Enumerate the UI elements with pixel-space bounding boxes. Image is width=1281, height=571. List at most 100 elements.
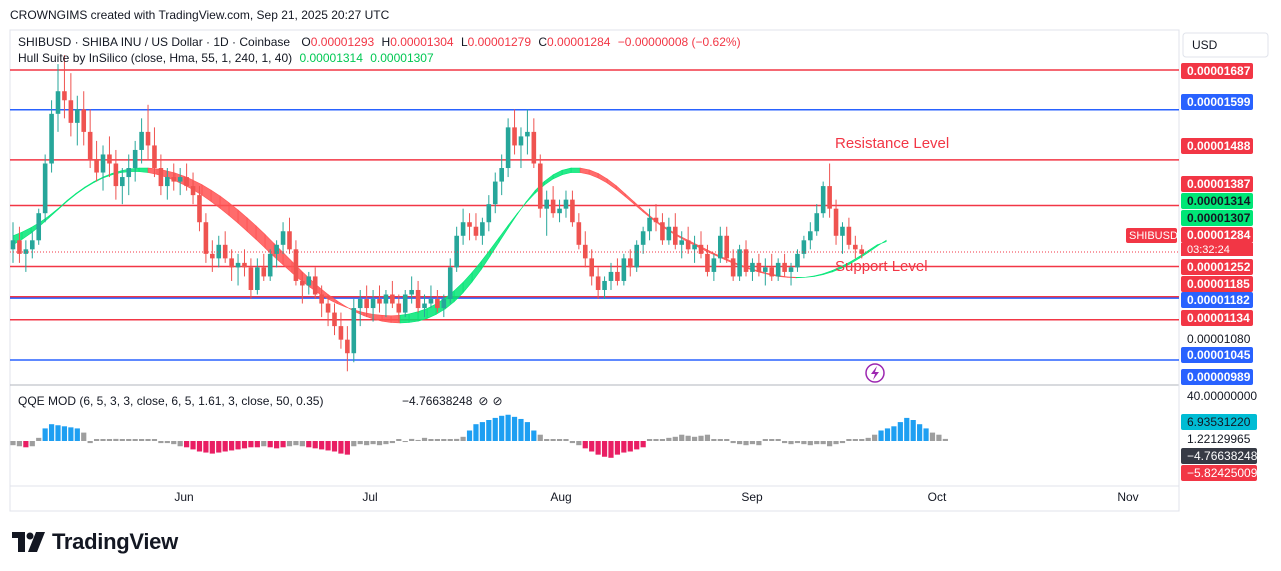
qqe-bar: [782, 441, 788, 444]
price-label: 0.00001387: [1181, 176, 1253, 192]
qqe-bar: [820, 441, 826, 445]
hull-segment: [336, 300, 347, 308]
candle: [293, 240, 299, 286]
support-annotation[interactable]: Support Level: [835, 258, 928, 275]
price-label: 0.00001314: [1181, 193, 1253, 209]
candle: [537, 154, 543, 218]
hull-segment: [48, 208, 59, 219]
qqe-bar: [942, 438, 948, 441]
high-value: 0.00001304: [390, 35, 454, 49]
svg-text:SHIBUSD: SHIBUSD: [1129, 230, 1178, 242]
resistance-annotation[interactable]: Resistance Level: [835, 135, 949, 152]
qqe-bar: [884, 428, 891, 441]
candle: [788, 262, 794, 286]
candle: [737, 244, 742, 281]
svg-text:0.00001599: 0.00001599: [1187, 95, 1251, 109]
qqe-bar: [357, 441, 363, 445]
qqe-bar: [338, 441, 344, 454]
qqe-label: 6.93531220: [1181, 414, 1257, 430]
time-axis[interactable]: Jun Jul Aug Sep Oct Nov: [174, 490, 1138, 504]
currency-button[interactable]: [1182, 32, 1269, 58]
qqe-bar: [344, 441, 350, 455]
candle: [248, 258, 254, 300]
hull-segment: [255, 225, 266, 249]
hull-segment: [525, 189, 536, 204]
tradingview-logo[interactable]: TradingView: [12, 528, 178, 556]
qqe-bar: [177, 441, 183, 447]
candle: [415, 280, 421, 313]
low-label: L: [461, 35, 468, 49]
qqe-bar: [428, 439, 434, 441]
time-label-jun: Jun: [174, 490, 193, 504]
candle: [827, 163, 832, 218]
candle: [576, 213, 582, 250]
hull-segment: [147, 167, 158, 175]
candle: [152, 127, 157, 178]
svg-text:6.93531220: 6.93531220: [1187, 415, 1251, 429]
candle: [242, 249, 247, 277]
qqe-bar: [846, 439, 852, 441]
hull-segment: [498, 224, 509, 244]
qqe-bar: [775, 439, 781, 441]
candle: [287, 217, 292, 254]
svg-text:03:32:24: 03:32:24: [1187, 244, 1230, 256]
time-label-jul: Jul: [362, 490, 377, 504]
qqe-bar: [608, 441, 614, 458]
candle: [300, 271, 305, 304]
svg-text:0.00001387: 0.00001387: [1187, 177, 1251, 191]
price-label: 0.00001185: [1181, 276, 1253, 292]
qqe-value: −4.76638248: [402, 394, 473, 408]
price-axis[interactable]: 0.00001687 0.00001599 0.00001488 0.00001387…: [1126, 63, 1253, 385]
hull-segment: [516, 200, 527, 216]
qqe-bar: [473, 424, 479, 441]
hull-segment: [471, 260, 482, 283]
candle: [177, 168, 183, 196]
candle: [820, 181, 826, 218]
qqe-bar: [151, 439, 158, 441]
candle: [68, 73, 74, 137]
qqe-bar: [659, 439, 666, 441]
candle: [634, 240, 640, 272]
svg-text:0.00001307: 0.00001307: [1187, 211, 1251, 225]
qqe-bar: [241, 441, 248, 449]
qqe-bar: [499, 415, 505, 441]
hull-segment: [201, 184, 212, 203]
candle: [203, 213, 209, 263]
qqe-bar: [685, 435, 691, 441]
qqe-bar: [794, 441, 801, 444]
hull-segment: [246, 217, 257, 241]
qqe-bar: [859, 439, 865, 441]
qqe-bar: [106, 439, 113, 441]
qqe-bar: [286, 441, 293, 447]
qqe-bar: [531, 430, 537, 441]
qqe-bar: [81, 432, 87, 441]
countdown-label: 03:32:24: [1181, 243, 1253, 256]
qqe-bar: [910, 420, 916, 441]
candle: [795, 249, 800, 272]
candle: [383, 289, 389, 318]
qqe-bar: [421, 437, 428, 441]
open-label: O: [301, 35, 310, 49]
hull-value-2: 0.00001307: [370, 51, 434, 65]
qqe-axis[interactable]: 40.00000000 6.93531220 1.22129965 −4.766382…: [1181, 389, 1258, 481]
qqe-bar: [704, 434, 711, 441]
lightning-icon[interactable]: [865, 363, 885, 383]
hull-segment: [93, 176, 104, 183]
candle: [229, 249, 234, 281]
qqe-bar: [164, 441, 170, 444]
qqe-bar: [518, 418, 524, 441]
candle: [210, 240, 215, 272]
low-value: 0.00001279: [468, 35, 532, 49]
candle: [492, 172, 498, 214]
qqe-bar: [878, 430, 884, 441]
qqe-bar: [595, 441, 601, 455]
candle: [87, 109, 93, 169]
hull-segment: [552, 169, 563, 180]
qqe-bar: [409, 438, 415, 441]
hull-segment: [876, 239, 887, 247]
qqe-bar: [325, 441, 331, 451]
candle: [621, 253, 627, 286]
candle: [332, 303, 337, 336]
symbol-badge[interactable]: SHIBUSD: [1126, 228, 1178, 243]
hull-segment: [264, 233, 275, 258]
